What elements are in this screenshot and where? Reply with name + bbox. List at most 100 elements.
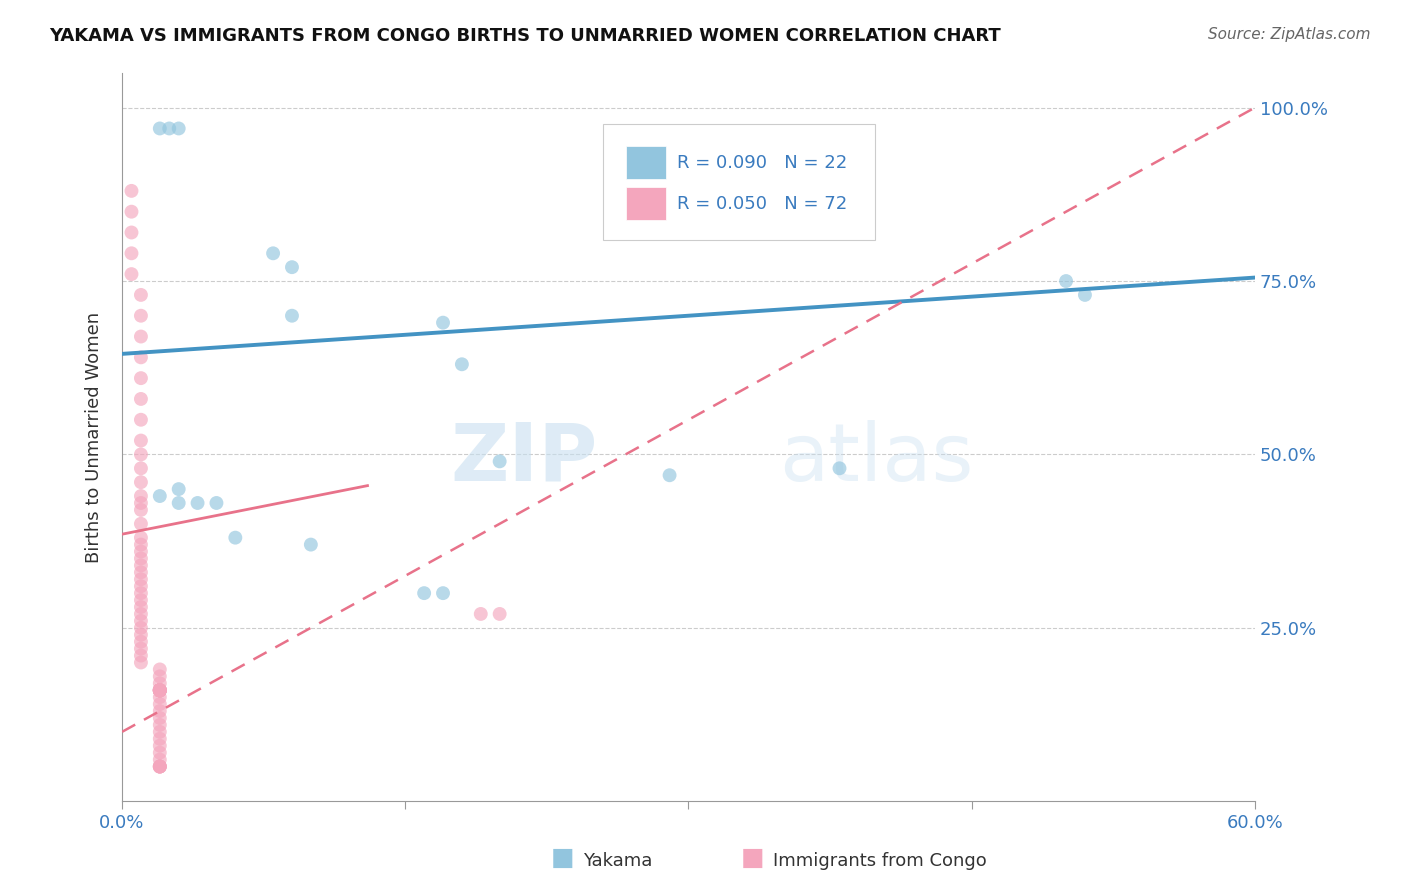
Point bbox=[167, 496, 190, 510]
Point bbox=[451, 357, 474, 371]
Point bbox=[149, 759, 172, 773]
Text: ZIP: ZIP bbox=[450, 420, 598, 498]
Point bbox=[149, 662, 172, 676]
Point bbox=[149, 753, 172, 767]
Point bbox=[149, 759, 172, 773]
Point bbox=[205, 496, 228, 510]
Point bbox=[470, 607, 492, 621]
Point bbox=[129, 648, 152, 663]
Point bbox=[149, 759, 172, 773]
Bar bbox=[626, 145, 666, 178]
Point bbox=[167, 482, 190, 496]
Text: ■: ■ bbox=[741, 846, 763, 870]
Text: Immigrants from Congo: Immigrants from Congo bbox=[773, 852, 987, 870]
Point bbox=[149, 683, 172, 698]
Point bbox=[1074, 288, 1097, 302]
Point bbox=[149, 683, 172, 698]
Point bbox=[129, 309, 152, 323]
Point bbox=[129, 413, 152, 427]
Point bbox=[149, 704, 172, 718]
Point bbox=[149, 739, 172, 753]
Point bbox=[129, 516, 152, 531]
Point bbox=[129, 531, 152, 545]
Bar bbox=[626, 187, 666, 220]
Point bbox=[121, 204, 143, 219]
Point bbox=[828, 461, 851, 475]
Point bbox=[129, 434, 152, 448]
Point bbox=[129, 628, 152, 642]
Text: R = 0.050   N = 72: R = 0.050 N = 72 bbox=[678, 195, 848, 213]
Point bbox=[129, 351, 152, 365]
Point bbox=[149, 676, 172, 690]
Point bbox=[121, 267, 143, 281]
Point bbox=[129, 614, 152, 628]
Point bbox=[149, 711, 172, 725]
Point bbox=[149, 759, 172, 773]
Point bbox=[129, 489, 152, 503]
Point bbox=[129, 503, 152, 517]
Point bbox=[149, 683, 172, 698]
Point bbox=[149, 683, 172, 698]
Point bbox=[149, 683, 172, 698]
Point bbox=[121, 226, 143, 240]
Point bbox=[149, 489, 172, 503]
Point bbox=[281, 309, 304, 323]
Point bbox=[149, 697, 172, 711]
Point bbox=[1054, 274, 1077, 288]
Point bbox=[488, 607, 510, 621]
Point bbox=[129, 461, 152, 475]
Point bbox=[129, 447, 152, 461]
Point bbox=[129, 538, 152, 552]
Point bbox=[129, 392, 152, 406]
Text: ■: ■ bbox=[551, 846, 574, 870]
Point bbox=[149, 683, 172, 698]
Point bbox=[167, 121, 190, 136]
Point bbox=[129, 641, 152, 656]
Point bbox=[149, 759, 172, 773]
Point bbox=[129, 371, 152, 385]
Point bbox=[262, 246, 284, 260]
Y-axis label: Births to Unmarried Women: Births to Unmarried Women bbox=[86, 311, 103, 563]
Point bbox=[129, 475, 152, 490]
Point bbox=[129, 586, 152, 600]
Point bbox=[129, 572, 152, 586]
Point bbox=[149, 683, 172, 698]
Point bbox=[149, 683, 172, 698]
Point bbox=[149, 746, 172, 760]
Point bbox=[488, 454, 510, 468]
Point bbox=[129, 656, 152, 670]
Point bbox=[149, 724, 172, 739]
Point bbox=[149, 731, 172, 746]
Point bbox=[224, 531, 246, 545]
Point bbox=[432, 586, 454, 600]
Text: Source: ZipAtlas.com: Source: ZipAtlas.com bbox=[1208, 27, 1371, 42]
Point bbox=[121, 184, 143, 198]
Point bbox=[129, 607, 152, 621]
Point bbox=[149, 683, 172, 698]
Point bbox=[187, 496, 209, 510]
Point bbox=[129, 496, 152, 510]
Point bbox=[129, 593, 152, 607]
Text: Yakama: Yakama bbox=[583, 852, 652, 870]
Point bbox=[413, 586, 436, 600]
Point bbox=[149, 683, 172, 698]
Point bbox=[129, 288, 152, 302]
Point bbox=[281, 260, 304, 275]
Point bbox=[129, 558, 152, 573]
Point bbox=[129, 579, 152, 593]
Point bbox=[129, 621, 152, 635]
Point bbox=[121, 246, 143, 260]
Point bbox=[149, 683, 172, 698]
Point bbox=[149, 683, 172, 698]
Point bbox=[129, 329, 152, 343]
Point bbox=[432, 316, 454, 330]
Point bbox=[157, 121, 180, 136]
Point bbox=[129, 544, 152, 558]
Point bbox=[129, 634, 152, 648]
Text: atlas: atlas bbox=[779, 420, 973, 498]
Point bbox=[149, 690, 172, 705]
Point bbox=[149, 669, 172, 683]
Point bbox=[149, 121, 172, 136]
FancyBboxPatch shape bbox=[603, 124, 876, 241]
Point bbox=[658, 468, 681, 483]
